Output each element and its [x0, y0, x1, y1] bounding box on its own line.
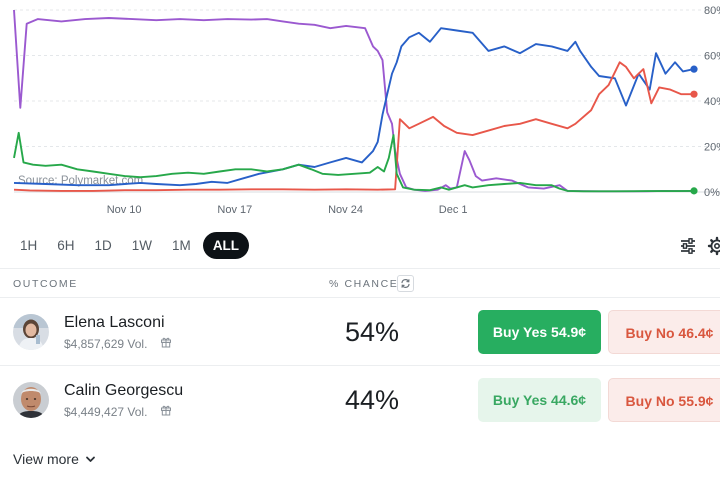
x-axis-ticks: Nov 10 Nov 17 Nov 24 Dec 1: [107, 204, 468, 216]
outcome-name[interactable]: Calin Georgescu: [64, 382, 184, 399]
outcome-row: Elena Lasconi $4,857,629 Vol. 54% Buy Ye…: [0, 298, 720, 366]
range-1d[interactable]: 1D: [94, 238, 112, 253]
outcome-column-header: OUTCOME: [13, 278, 78, 290]
buy-yes-button[interactable]: Buy Yes 44.6¢: [478, 378, 601, 422]
x-tick-label: Nov 10: [107, 204, 142, 216]
x-tick-label: Dec 1: [439, 204, 468, 216]
series-line-1: [13, 27, 695, 187]
gear-icon[interactable]: [707, 236, 720, 256]
y-tick-label: 80%: [704, 5, 720, 17]
range-all[interactable]: ALL: [202, 232, 250, 259]
price-history-chart: Source: Polymarket.com 80%60%40%20%0% No…: [13, 5, 720, 216]
outcomes-table-header: OUTCOME % CHANCE: [0, 268, 720, 298]
series-line-2: [13, 61, 694, 192]
series-end-point-1: [690, 65, 698, 73]
avatar: [13, 314, 49, 350]
outcome-row: Calin Georgescu $4,449,427 Vol. 44% Buy …: [0, 366, 720, 434]
view-more-link[interactable]: View more: [13, 451, 96, 467]
outcome-chance: 54%: [345, 317, 400, 347]
chevron-down-icon: [85, 456, 95, 462]
buy-no-button[interactable]: Buy No 46.4¢: [608, 310, 720, 354]
range-1w[interactable]: 1W: [131, 238, 153, 253]
series-end-point-3: [690, 187, 698, 195]
y-tick-label: 20%: [704, 142, 720, 154]
gift-icon[interactable]: [160, 336, 172, 348]
buy-yes-button[interactable]: Buy Yes 54.9¢: [478, 310, 601, 354]
outcome-name[interactable]: Elena Lasconi: [64, 314, 165, 331]
outcome-volume: $4,449,427 Vol.: [64, 405, 148, 419]
y-tick-label: 0%: [704, 187, 720, 199]
series-line-3: [13, 131, 695, 193]
sliders-icon[interactable]: [679, 237, 697, 255]
outcome-chance: 44%: [345, 385, 400, 415]
y-tick-label: 60%: [704, 51, 720, 63]
time-range-selector: 1H 6H 1D 1W 1M ALL: [12, 232, 250, 259]
chance-column-header: % CHANCE: [329, 278, 399, 290]
series-line-0: [13, 9, 695, 193]
refresh-icon[interactable]: [397, 275, 414, 292]
view-more-label: View more: [13, 451, 79, 467]
series-end-point-2: [690, 90, 698, 98]
range-6h[interactable]: 6H: [57, 238, 75, 253]
x-tick-label: Nov 24: [328, 204, 363, 216]
gift-icon[interactable]: [160, 404, 172, 416]
avatar: [13, 382, 49, 418]
y-axis-ticks: 80% 60% 40% 20% 0%: [704, 5, 720, 199]
range-1h[interactable]: 1H: [20, 238, 38, 253]
outcome-volume: $4,857,629 Vol.: [64, 337, 148, 351]
chart-grid: [14, 9, 720, 193]
range-1m[interactable]: 1M: [172, 238, 191, 253]
buy-no-button[interactable]: Buy No 55.9¢: [608, 378, 720, 422]
y-tick-label: 40%: [704, 96, 720, 108]
x-tick-label: Nov 17: [217, 204, 252, 216]
chart-series: [13, 9, 698, 195]
